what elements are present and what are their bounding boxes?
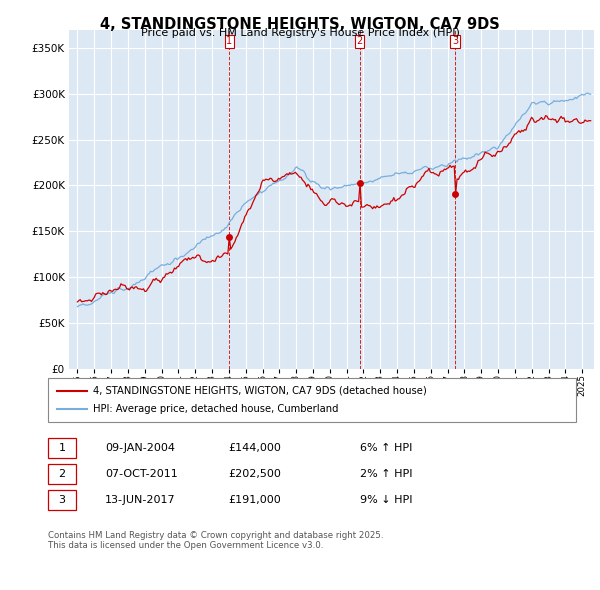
Text: 4, STANDINGSTONE HEIGHTS, WIGTON, CA7 9DS (detached house): 4, STANDINGSTONE HEIGHTS, WIGTON, CA7 9D…	[93, 386, 427, 396]
Text: 09-JAN-2004: 09-JAN-2004	[105, 444, 175, 453]
Text: 2: 2	[59, 470, 65, 479]
Text: £144,000: £144,000	[228, 444, 281, 453]
Text: 1: 1	[226, 37, 232, 47]
Text: 2% ↑ HPI: 2% ↑ HPI	[360, 470, 413, 479]
Text: 07-OCT-2011: 07-OCT-2011	[105, 470, 178, 479]
Text: Price paid vs. HM Land Registry's House Price Index (HPI): Price paid vs. HM Land Registry's House …	[140, 28, 460, 38]
Text: Contains HM Land Registry data © Crown copyright and database right 2025.
This d: Contains HM Land Registry data © Crown c…	[48, 531, 383, 550]
Text: 6% ↑ HPI: 6% ↑ HPI	[360, 444, 412, 453]
Text: 3: 3	[452, 37, 458, 47]
Text: £191,000: £191,000	[228, 496, 281, 505]
Text: £202,500: £202,500	[228, 470, 281, 479]
Text: 1: 1	[59, 444, 65, 453]
Text: 13-JUN-2017: 13-JUN-2017	[105, 496, 176, 505]
Text: 9% ↓ HPI: 9% ↓ HPI	[360, 496, 413, 505]
Text: HPI: Average price, detached house, Cumberland: HPI: Average price, detached house, Cumb…	[93, 405, 338, 414]
Text: 3: 3	[59, 496, 65, 505]
Text: 2: 2	[356, 37, 363, 47]
Text: 4, STANDINGSTONE HEIGHTS, WIGTON, CA7 9DS: 4, STANDINGSTONE HEIGHTS, WIGTON, CA7 9D…	[100, 17, 500, 31]
